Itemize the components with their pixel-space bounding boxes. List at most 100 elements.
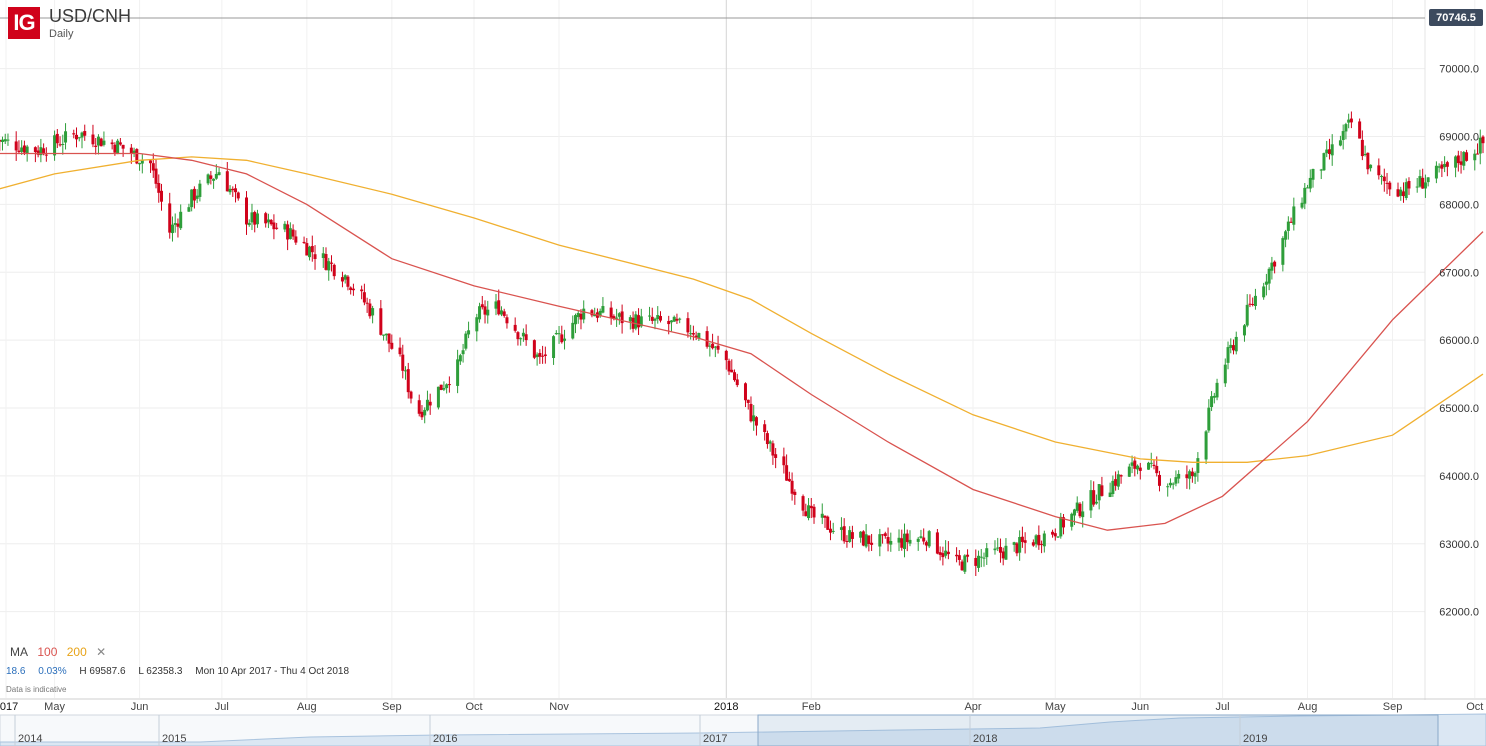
candle-body <box>1147 462 1151 470</box>
candle-body <box>924 542 928 546</box>
candle-body <box>1234 336 1238 352</box>
candle-body <box>20 147 24 152</box>
candle-body <box>151 163 155 171</box>
candle-body <box>634 314 638 329</box>
candle-body <box>1454 156 1458 168</box>
candle-body <box>864 534 868 547</box>
candle-body <box>44 154 48 156</box>
candle-body <box>785 465 789 481</box>
x-tick-label: 2018 <box>714 701 738 713</box>
candle-body <box>1094 501 1098 504</box>
candle-body <box>1031 542 1035 546</box>
candle-body <box>516 332 520 340</box>
last-price-badge: 70746.5 <box>1429 9 1483 26</box>
candle-body <box>1037 534 1041 546</box>
candle-body <box>61 143 65 145</box>
candle-body <box>850 532 854 539</box>
candle-body <box>494 301 498 309</box>
candle-body <box>675 318 679 321</box>
candle-body <box>91 134 95 145</box>
symbol-title: USD/CNH <box>49 6 132 26</box>
candle-body <box>113 144 117 153</box>
ma-100-label[interactable]: 100 <box>37 645 58 659</box>
candle-body <box>269 219 273 225</box>
candle-body <box>250 212 254 223</box>
candle-body <box>861 531 865 546</box>
ma-label: MA <box>10 645 28 659</box>
candle-body <box>1226 347 1230 363</box>
candle-body <box>1149 462 1153 464</box>
candle-body <box>686 318 690 333</box>
candle-body <box>1459 161 1463 165</box>
navigator-year-label: 2018 <box>973 733 997 745</box>
candle-body <box>1232 345 1236 351</box>
candle-body <box>922 537 926 542</box>
candle-body <box>746 399 750 403</box>
candle-body <box>362 292 366 303</box>
candle-body <box>804 511 808 517</box>
candle-body <box>1127 466 1131 477</box>
candle-body <box>272 222 276 230</box>
candle-body <box>859 531 863 538</box>
candle-body <box>390 342 394 349</box>
candle-body <box>1210 396 1214 408</box>
candle-body <box>53 135 57 156</box>
x-tick-label: Nov <box>549 701 569 713</box>
candle-body <box>1377 165 1381 176</box>
candle-body <box>563 338 567 341</box>
candle-body <box>1322 153 1326 171</box>
candle-body <box>689 333 693 335</box>
candle-body <box>310 246 314 253</box>
candle-body <box>650 316 654 321</box>
candle-body <box>368 303 372 317</box>
candle-body <box>58 144 62 146</box>
candle-body <box>228 188 232 193</box>
candle-body <box>1445 162 1449 167</box>
candle-body <box>1270 262 1274 271</box>
candle-body <box>409 391 413 399</box>
ma-200-label[interactable]: 200 <box>66 645 87 659</box>
candle-body <box>848 530 852 542</box>
candle-body <box>1380 175 1384 177</box>
candle-body <box>225 171 229 192</box>
candle-body <box>102 140 106 145</box>
candle-body <box>672 316 676 322</box>
navigator-panel[interactable]: 2014 2015 2016 2017 2018 2019 <box>0 713 1486 746</box>
candle-body <box>1072 509 1076 516</box>
candle-body <box>1051 531 1055 535</box>
candle-body <box>1311 168 1315 180</box>
candle-body <box>823 515 827 518</box>
candle-body <box>121 144 125 149</box>
candle-body <box>1193 473 1197 477</box>
navigator-year-label: 2017 <box>703 733 727 745</box>
candle-body <box>1023 540 1027 543</box>
candle-body <box>1114 479 1118 486</box>
navigator-selection[interactable] <box>757 714 1439 746</box>
candle-body <box>236 192 240 199</box>
candle-body <box>735 379 739 386</box>
candle-body <box>1097 483 1101 501</box>
indicator-legend: MA 100 200 ✕ <box>10 645 112 659</box>
x-axis-labels: 2017 May Jun Jul Aug Sep Oct Nov 2018 Feb Apr May Ju… <box>0 698 1486 713</box>
x-tick-label: Apr <box>964 701 981 713</box>
candle-body <box>384 333 388 336</box>
candle-body <box>217 172 221 176</box>
candle-body <box>708 345 712 347</box>
remove-indicator-button[interactable]: ✕ <box>96 645 107 659</box>
candle-body <box>1434 165 1438 179</box>
candle-body <box>505 317 509 324</box>
candle-body <box>428 401 432 406</box>
candle-body <box>209 175 213 179</box>
navigator-year-label: 2014 <box>18 733 42 745</box>
candle-body <box>1004 545 1008 560</box>
candle-body <box>678 318 682 320</box>
candle-body <box>998 546 1002 553</box>
candle-body <box>694 335 698 338</box>
candle-body <box>1253 295 1257 306</box>
candle-body <box>439 384 443 390</box>
x-tick-label: May <box>44 701 65 713</box>
candle-body <box>1188 471 1192 479</box>
candle-body <box>1177 473 1181 479</box>
candle-body <box>192 188 196 201</box>
